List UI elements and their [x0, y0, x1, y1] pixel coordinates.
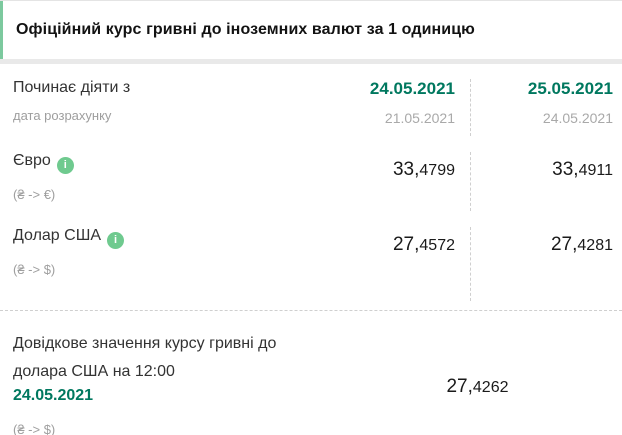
dollar-label-cell: Долар США i (₴ -> $) [0, 227, 345, 301]
reference-rate: 27,4262 [333, 376, 622, 398]
row-spacer [0, 301, 622, 310]
dates-col-1: 24.05.2021 21.05.2021 [345, 79, 470, 136]
reference-pair-label: (₴ -> $) [13, 422, 56, 435]
euro-rate-cell-1: 33,4799 [345, 152, 470, 211]
calc-date-2: 24.05.2021 [542, 110, 613, 126]
currency-name: Євро i [13, 152, 345, 174]
dollar-rate-cell-1: 27,4572 [345, 227, 470, 301]
euro-name: Євро [13, 152, 51, 169]
euro-rate-2: 33,4911 [471, 159, 613, 181]
rate-dec: 4911 [578, 162, 613, 179]
dates-row: Починає діяти з дата розрахунку 24.05.20… [0, 64, 622, 136]
reference-left: Довідкове значення курсу гривні до долар… [13, 330, 333, 435]
dollar-rate-1: 27,4572 [345, 234, 455, 256]
rate-dec: 4262 [472, 379, 509, 396]
table-row-euro: Євро i (₴ -> €) 33,4799 33,4911 [0, 136, 622, 211]
reference-title: Довідкове значення курсу гривні до долар… [13, 335, 277, 380]
effective-date-label: Починає діяти з [13, 79, 131, 96]
dates-row-label-cell: Починає діяти з дата розрахунку [0, 79, 345, 136]
dollar-name: Долар США [13, 227, 102, 244]
dollar-rate-cell-2: 27,4281 [470, 227, 622, 301]
rate-int: 27, [392, 234, 420, 255]
rate-dec: 4799 [419, 162, 455, 179]
effective-date-2: 25.05.2021 [527, 79, 613, 98]
euro-label-cell: Євро i (₴ -> €) [0, 152, 345, 211]
reference-section: Довідкове значення курсу гривні до долар… [0, 310, 622, 435]
calc-date-1: 21.05.2021 [384, 110, 455, 126]
euro-rate-1: 33,4799 [345, 159, 455, 181]
rate-int: 33, [392, 159, 420, 180]
rate-int: 27, [446, 376, 473, 397]
dates-col-2: 25.05.2021 24.05.2021 [470, 79, 622, 136]
reference-right: 27,4262 [333, 330, 622, 435]
euro-rate-cell-2: 33,4911 [470, 152, 622, 211]
reference-date: 24.05.2021 [13, 387, 94, 404]
info-icon[interactable]: i [107, 231, 125, 249]
widget-header: Офіційний курс гривні до іноземних валют… [0, 1, 622, 59]
rate-dec: 4572 [419, 237, 455, 254]
rate-dec: 4281 [577, 237, 613, 254]
currency-name: Долар США i [13, 227, 345, 249]
header-separator [0, 59, 622, 64]
effective-date-1: 24.05.2021 [369, 79, 455, 98]
info-icon[interactable]: i [56, 156, 74, 174]
page-title: Офіційний курс гривні до іноземних валют… [16, 21, 475, 38]
euro-pair-label: (₴ -> €) [13, 186, 56, 202]
rate-int: 33, [552, 159, 579, 180]
dollar-rate-2: 27,4281 [471, 234, 613, 256]
table-row-dollar: Долар США i (₴ -> $) 27,4572 27,4281 [0, 211, 622, 301]
rate-int: 27, [550, 234, 578, 255]
dollar-pair-label: (₴ -> $) [13, 261, 56, 277]
calc-date-label: дата розрахунку [13, 108, 112, 123]
